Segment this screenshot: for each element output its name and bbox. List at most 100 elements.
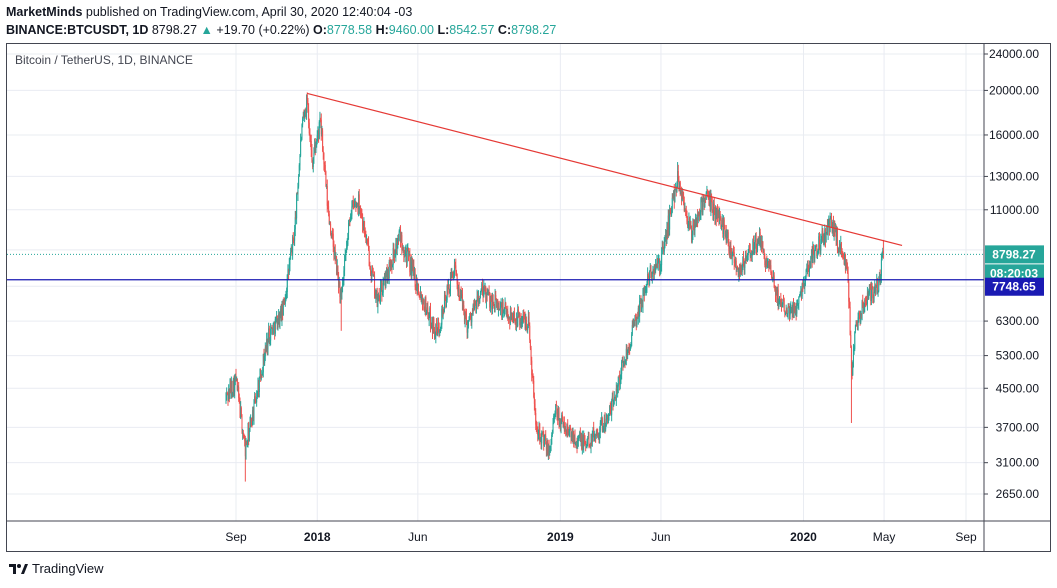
candle-body [238,387,240,398]
candle-body [556,405,558,414]
candle-body [500,302,502,307]
candle-body [682,192,684,198]
candle-body [573,433,575,444]
candle-body [240,407,242,415]
candle-body [812,248,814,253]
candle-body [459,297,461,299]
candle-body [344,259,346,271]
candle-body [651,274,653,278]
candle-body [386,267,388,281]
candle-body [439,327,441,331]
candle-body [562,418,564,423]
candle-body [277,321,279,330]
candle-body [732,250,734,255]
candle-body [717,210,719,216]
candle-body [274,319,276,334]
tradingview-brand[interactable]: TradingView [32,561,104,576]
candle-body [529,339,531,349]
ohlc-line: BINANCE:BTCUSDT, 1D 8798.27 ▲ +19.70 (+0… [6,21,556,39]
candle-body [443,310,445,311]
candle-body [798,297,800,304]
candle-body [763,250,765,259]
candle-body [873,291,875,299]
candle-body [518,314,520,316]
candle-body [639,300,641,301]
candle-body [547,445,549,455]
candle-body [312,157,314,167]
candle-body [818,236,820,249]
candle-body [302,116,304,119]
candle-body [711,196,713,202]
candle-body [724,229,726,237]
candle-body [250,418,252,424]
candle-body [555,404,557,406]
candle-body [594,435,596,437]
candle-body [770,265,772,273]
candle-body [637,317,639,319]
candle-body [593,427,595,438]
candle-body [824,229,826,240]
candle-body [296,193,298,219]
candle-body [867,292,869,299]
candle-body [278,313,280,325]
time-tick-label: 2020 [790,530,817,544]
candle-body [635,317,637,326]
candle-body [290,252,292,260]
candle-body [612,396,614,406]
candle-body [446,285,448,301]
candle-body [502,302,504,314]
candle-body [384,274,386,280]
tradingview-logo-icon[interactable] [8,562,28,576]
candle-body [627,349,629,356]
candle-body [533,396,535,404]
candle-body [367,240,369,243]
candle-body [673,190,675,199]
candle-body [410,257,412,273]
candle-body [583,435,585,447]
candle-body [598,434,600,437]
candle-body [441,308,443,325]
candle-body [421,296,423,302]
candle-body [445,300,447,308]
candle-body [864,299,866,302]
candle-body [382,292,384,295]
candle-body [481,283,483,291]
candle-body [404,252,406,257]
candle-body [228,388,230,399]
candle-body [779,300,781,302]
candle-body [315,147,317,150]
candle-body [825,232,827,243]
candle-body [397,238,399,245]
candle-body [880,276,882,280]
candle-body [525,319,527,329]
candle-body [801,283,803,297]
candle-body [324,164,326,172]
low-label: L: [437,23,450,37]
candle-body [711,201,713,210]
candle-body [297,186,299,195]
price-tick-label: 20000.00 [989,83,1039,97]
candle-body [541,432,543,433]
candle-body [731,254,733,259]
candle-body [481,283,483,293]
author-name[interactable]: MarketMinds [6,5,83,19]
candle-body [370,273,372,276]
candle-body [737,269,739,276]
candle-body [715,208,717,219]
candle-body [523,314,525,317]
candle-body [392,248,394,265]
candle-body [637,308,639,319]
candle-body [527,324,529,330]
candle-body [343,270,345,281]
candle-body [550,444,552,451]
candle-body [697,212,699,221]
candle-body [769,264,771,267]
candle-body [479,293,481,299]
candle-body [675,189,677,191]
candle-body [640,300,642,309]
candle-body [469,313,471,318]
candle-body [331,230,333,238]
candle-body [641,304,643,309]
candle-body [342,282,344,287]
